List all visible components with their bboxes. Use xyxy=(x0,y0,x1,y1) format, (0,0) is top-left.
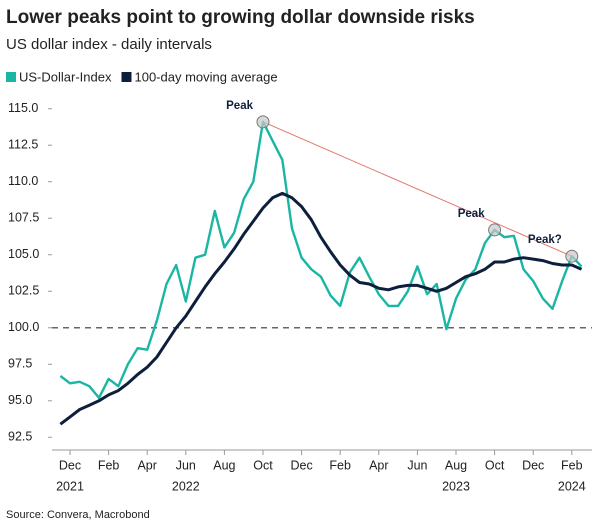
x-tick-label: Aug xyxy=(445,458,467,472)
x-tick-label: Oct xyxy=(253,458,273,472)
y-tick-label: 92.5 xyxy=(8,430,32,444)
source: Source: Convera, Macrobond xyxy=(6,509,150,521)
x-year-label: 2024 xyxy=(558,479,586,493)
annotation: Peak xyxy=(458,208,485,220)
x-tick-label: Apr xyxy=(369,458,388,472)
annotation: Peak xyxy=(226,100,253,112)
x-tick-label: Dec xyxy=(290,458,312,472)
y-tick-label: 110.0 xyxy=(8,174,38,188)
y-tick-label: 95.0 xyxy=(8,393,32,407)
x-tick-label: Feb xyxy=(561,458,583,472)
x-tick-label: Aug xyxy=(213,458,235,472)
annotation: Peak? xyxy=(528,234,562,246)
trend-line xyxy=(262,121,572,257)
x-tick-label: Feb xyxy=(98,458,120,472)
peak-marker xyxy=(488,223,502,237)
legend-label: 100-day moving average xyxy=(134,69,277,84)
y-tick-label: 102.5 xyxy=(8,284,39,298)
moving-average-line xyxy=(59,191,583,426)
x-tick-label: Jun xyxy=(407,458,427,472)
y-tick-label: 107.5 xyxy=(8,211,39,225)
x-tick-label: Dec xyxy=(59,458,81,472)
y-tick-label: 112.5 xyxy=(8,138,38,152)
y-tick-label: 115.0 xyxy=(8,101,38,115)
chart-subtitle: US dollar index - daily intervals xyxy=(6,36,212,53)
legend-swatch xyxy=(121,72,132,82)
y-tick-label: 100.0 xyxy=(8,320,39,334)
chart-title: Lower peaks point to growing dollar down… xyxy=(6,7,475,28)
peak-marker xyxy=(565,249,579,263)
y-tick-label: 105.0 xyxy=(8,247,39,261)
x-tick-label: Feb xyxy=(329,458,351,472)
legend-label: US-Dollar-Index xyxy=(19,69,112,84)
x-year-label: 2023 xyxy=(442,479,470,493)
y-tick-label: 97.5 xyxy=(8,357,32,371)
x-year-label: 2021 xyxy=(56,479,84,493)
legend-swatch xyxy=(6,72,16,82)
x-tick-label: Oct xyxy=(485,458,505,472)
index-line xyxy=(59,120,583,400)
x-year-label: 2022 xyxy=(172,479,200,493)
peak-marker xyxy=(256,115,270,129)
x-tick-label: Jun xyxy=(176,458,196,472)
x-tick-label: Dec xyxy=(522,458,544,472)
x-tick-label: Apr xyxy=(137,458,156,472)
